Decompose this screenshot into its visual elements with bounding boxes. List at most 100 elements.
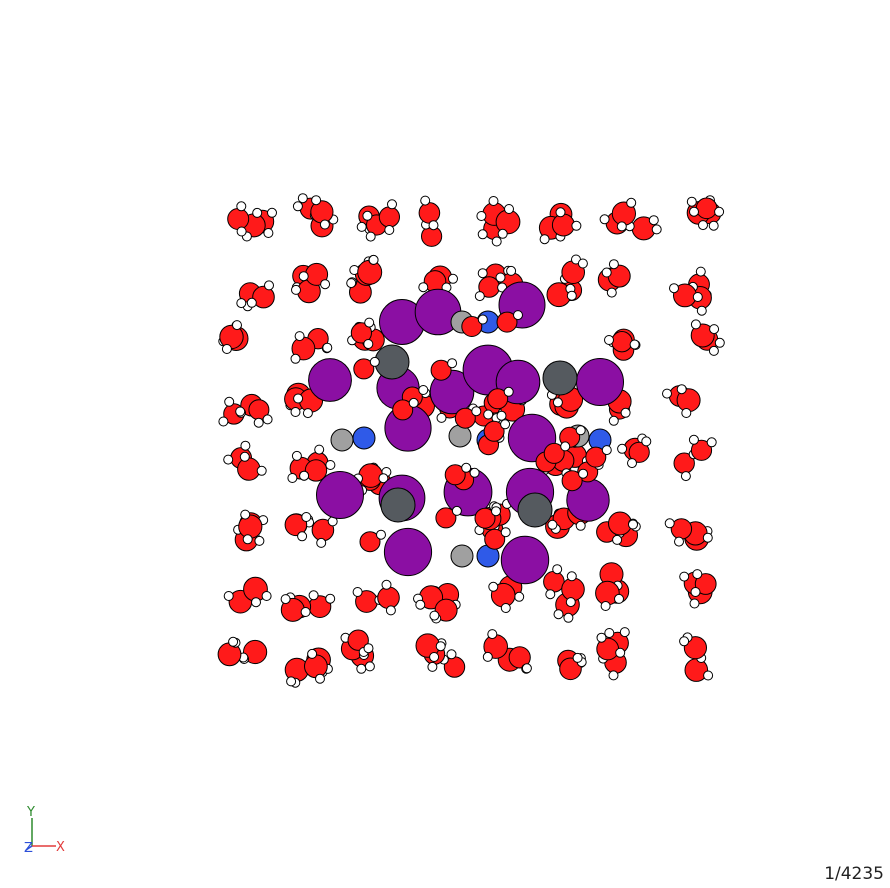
- hydrogen-atom: [297, 531, 308, 542]
- hydrogen-atom: [488, 196, 499, 206]
- hydrogen-atom: [692, 569, 703, 580]
- oxygen-atom: [359, 531, 381, 553]
- hydrogen-atom: [235, 406, 246, 417]
- hydrogen-atom: [378, 473, 389, 484]
- hydrogen-atom: [408, 397, 419, 408]
- hydrogen-atom: [218, 416, 229, 427]
- hydrogen-atom: [696, 305, 707, 316]
- hydrogen-atom: [560, 441, 571, 452]
- hydrogen-atom: [435, 641, 446, 652]
- hydrogen-atom: [553, 609, 564, 620]
- hydrogen-atom: [356, 663, 367, 674]
- hydrogen-atom: [301, 512, 312, 522]
- hydrogen-atom: [689, 206, 699, 217]
- oxygen-atom: [358, 463, 384, 488]
- oxygen-atom: [378, 206, 400, 228]
- hydrogen-atom: [690, 587, 701, 597]
- hydrogen-atom: [616, 221, 627, 232]
- oxygen-atom: [561, 577, 585, 602]
- oxygen-atom: [474, 507, 496, 529]
- hydrogen-atom: [240, 509, 251, 520]
- purple-atom: [429, 369, 475, 415]
- hydrogen-atom: [608, 415, 619, 426]
- oxygen-atom: [585, 446, 607, 468]
- hydrogen-atom: [491, 236, 502, 247]
- hydrogen-atom: [552, 564, 563, 575]
- hydrogen-atom: [236, 226, 247, 237]
- hydrogen-atom: [572, 652, 583, 663]
- hydrogen-atom: [708, 345, 719, 356]
- oxygen-atom: [227, 208, 250, 230]
- hydrogen-atom: [695, 266, 706, 277]
- hydrogen-atom: [487, 629, 498, 640]
- hydrogen-atom: [617, 443, 628, 454]
- oxygen-atom: [357, 259, 383, 285]
- hydrogen-atom: [418, 282, 429, 293]
- hydrogen-atom: [228, 636, 239, 647]
- hydrogen-atom: [552, 397, 563, 408]
- oxygen-atom: [252, 285, 275, 309]
- hydrogen-atom: [346, 278, 357, 289]
- hydrogen-atom: [365, 231, 376, 242]
- carbon-atom: [374, 344, 410, 380]
- hydrogen-atom: [702, 532, 713, 543]
- hydrogen-atom: [253, 417, 264, 428]
- hydrogen-atom: [368, 254, 379, 265]
- hydrogen-atom: [547, 519, 558, 530]
- oxygen-atom: [430, 359, 452, 381]
- hydrogen-atom: [500, 603, 511, 613]
- hydrogen-atom: [619, 627, 630, 638]
- hydrogen-atom: [608, 670, 619, 681]
- hydrogen-atom: [356, 221, 367, 232]
- hydrogen-atom: [316, 537, 327, 548]
- hydrogen-atom: [669, 283, 679, 294]
- hydrogen-atom: [447, 358, 458, 369]
- hydrogen-atom: [651, 224, 662, 235]
- hydrogen-atom: [364, 317, 375, 328]
- hydrogen-atom: [263, 228, 274, 238]
- oxygen-atom: [418, 202, 441, 224]
- hydrogen-atom: [363, 643, 374, 654]
- hydrogen-atom: [297, 193, 308, 204]
- hydrogen-atom: [427, 661, 438, 672]
- hydrogen-atom: [246, 297, 257, 308]
- hydrogen-atom: [714, 206, 725, 217]
- hydrogen-atom: [648, 215, 659, 226]
- axes-indicator: Y X Z: [24, 805, 65, 856]
- oxygen-atom: [611, 331, 633, 353]
- hydrogen-atom: [488, 581, 499, 592]
- hydrogen-atom: [223, 591, 234, 601]
- hydrogen-atom: [325, 460, 336, 470]
- oxygen-atom: [508, 646, 531, 669]
- hydrogen-atom: [601, 445, 612, 456]
- hydrogen-atom: [674, 536, 684, 547]
- hydrogen-atom: [461, 462, 472, 473]
- hydrogen-atom: [680, 471, 691, 482]
- hydrogen-atom: [708, 220, 719, 231]
- hydrogen-atom: [575, 425, 586, 436]
- hydrogen-atom: [714, 337, 725, 348]
- hydrogen-atom: [236, 201, 247, 212]
- hydrogen-atom: [256, 465, 267, 476]
- hydrogen-atom: [604, 335, 614, 345]
- oxygen-atom: [350, 322, 372, 344]
- hydrogen-atom: [261, 591, 272, 601]
- carbon-atom: [380, 487, 416, 523]
- hydrogen-atom: [322, 342, 333, 353]
- hydrogen-atom: [236, 298, 247, 309]
- oxygen-atom: [690, 439, 713, 461]
- oxygen-atom: [434, 598, 458, 622]
- hydrogen-atom: [629, 339, 640, 350]
- oxygen-atom: [444, 464, 466, 486]
- hydrogen-atom: [384, 225, 395, 235]
- hydrogen-atom: [626, 197, 637, 208]
- hydrogen-atom: [286, 676, 297, 687]
- hydrogen-atom: [500, 527, 511, 538]
- z-axis-label: Z: [24, 841, 33, 856]
- hydrogen-atom: [497, 228, 508, 239]
- x-axis-label: X: [56, 840, 65, 855]
- hydrogen-atom: [448, 273, 458, 284]
- hydrogen-atom: [436, 412, 447, 423]
- hydrogen-atom: [709, 324, 720, 335]
